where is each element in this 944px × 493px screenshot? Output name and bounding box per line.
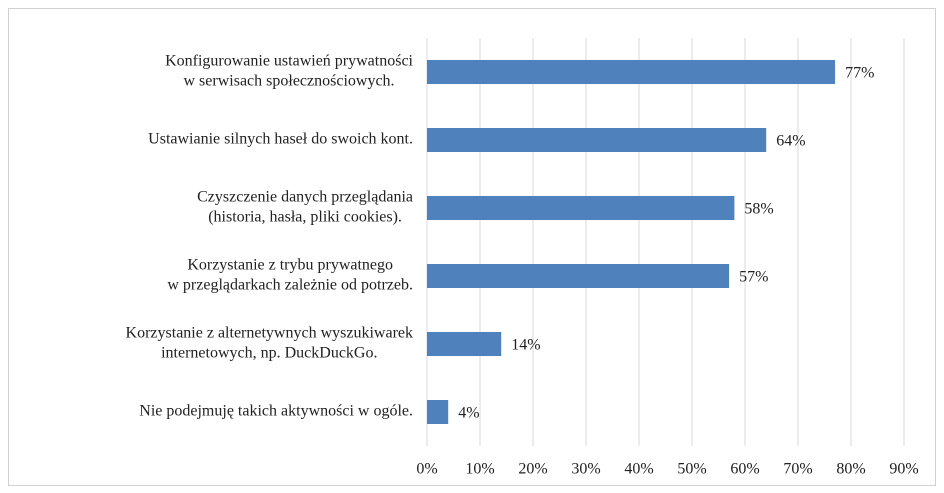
bar [427, 400, 449, 424]
x-tick-label: 30% [571, 461, 600, 478]
y-tick-label: Korzystanie z trybu prywatnego [187, 257, 393, 274]
y-tick-label: internetowych, np. DuckDuckGo. [161, 345, 377, 362]
x-tick-label: 80% [836, 461, 865, 478]
x-tick-label: 70% [783, 461, 812, 478]
bar [427, 196, 735, 220]
chart-frame [8, 8, 936, 486]
data-label: 14% [511, 337, 540, 354]
x-tick-label: 60% [730, 461, 759, 478]
y-tick-label: w przeglądarkach zależnie od potrzeb. [167, 277, 413, 294]
x-tick-label: 20% [518, 461, 547, 478]
y-tick-label: Korzystanie z alternetywnych wyszukiware… [126, 325, 413, 342]
y-tick-label: w serwisach społecznościowych. [184, 73, 395, 90]
y-tick-label: Nie podejmuję takich aktywności w ogóle. [139, 403, 413, 420]
y-tick-label: Czyszczenie danych przeglądania [197, 189, 413, 206]
data-label: 77% [845, 65, 874, 82]
data-label: 4% [458, 405, 479, 422]
x-tick-label: 0% [416, 461, 437, 478]
bar [427, 264, 730, 288]
y-tick-label: Ustawianie silnych haseł do swoich kont. [148, 131, 413, 148]
data-label: 58% [744, 201, 773, 218]
data-label: 64% [776, 133, 805, 150]
x-tick-label: 90% [889, 461, 918, 478]
y-tick-label: Konfigurowanie ustawień prywatności [165, 53, 413, 70]
x-tick-label: 10% [465, 461, 494, 478]
bar [427, 60, 836, 84]
data-label: 57% [739, 269, 768, 286]
bar [427, 128, 767, 152]
x-tick-label: 40% [624, 461, 653, 478]
y-tick-label: (historia, hasła, pliki cookies). [208, 209, 402, 226]
bar [427, 332, 502, 356]
x-tick-label: 50% [677, 461, 706, 478]
